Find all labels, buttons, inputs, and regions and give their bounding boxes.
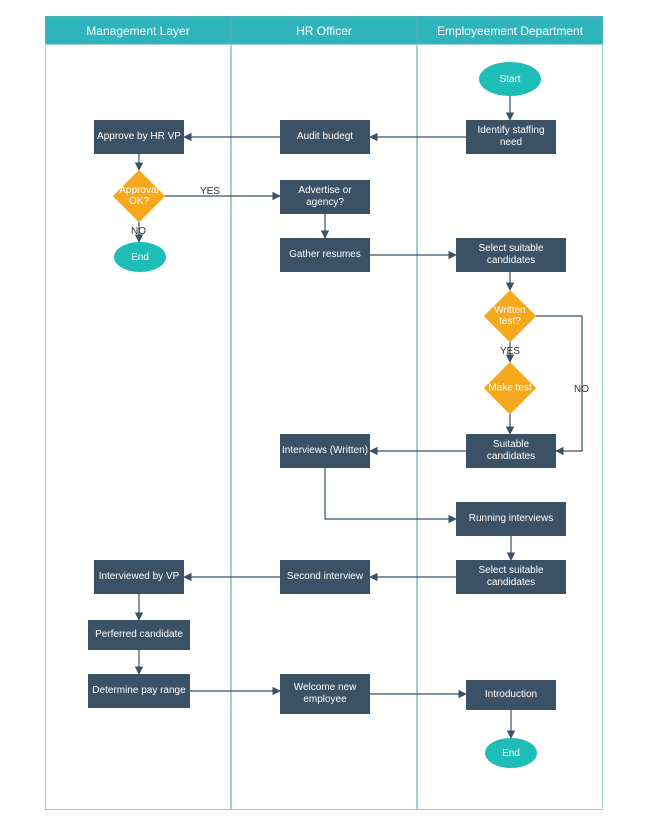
node-introduction: Introduction	[466, 680, 556, 710]
node-label: Select suitable candidates	[458, 243, 564, 267]
node-label: End	[131, 252, 149, 263]
node-determine: Determine pay range	[88, 674, 190, 708]
node-running: Running interviews	[456, 502, 566, 536]
node-preferred: Perferred candidate	[88, 620, 190, 650]
flowchart-canvas: Management LayerHR OfficerEmployeement D…	[0, 0, 650, 822]
node-end2: End	[485, 738, 537, 768]
node-audit: Audit budegt	[280, 120, 370, 154]
edge-label-lbl-yes1: YES	[200, 186, 220, 197]
edge-label-lbl-yes2: YES	[500, 346, 520, 357]
node-label: Gather resumes	[289, 249, 361, 261]
node-label: Second interview	[287, 571, 363, 583]
node-label: Start	[499, 74, 520, 85]
node-make_test: Make test	[484, 362, 536, 414]
node-label: Advertise or agency?	[282, 185, 368, 209]
node-label: Welcome new employee	[282, 682, 368, 706]
node-label: Suitable candidates	[468, 439, 554, 463]
node-label: Written test?	[484, 305, 536, 327]
node-welcome: Welcome new employee	[280, 674, 370, 714]
node-interviewed_vp: Interviewed by VP	[94, 560, 184, 594]
node-start: Start	[479, 62, 541, 96]
node-approve: Approve by HR VP	[94, 120, 184, 154]
node-label: Approve by HR VP	[97, 131, 181, 143]
node-suitable: Suitable candidates	[466, 434, 556, 468]
node-identify: Identify staffing need	[466, 120, 556, 154]
node-select2: Select suitable candidates	[456, 560, 566, 594]
node-label: Interviewed by VP	[99, 571, 180, 583]
edge-label-lbl-no2: NO	[574, 384, 589, 395]
node-written_test: Written test?	[484, 290, 536, 342]
node-approval_ok: Approval OK?	[113, 170, 165, 222]
node-label: Make test	[484, 383, 536, 394]
node-select1: Select suitable candidates	[456, 238, 566, 272]
node-advertise: Advertise or agency?	[280, 180, 370, 214]
node-label: Identify staffing need	[468, 125, 554, 149]
node-label: Approval OK?	[113, 185, 165, 207]
node-interviews_written: Interviews (Written)	[280, 434, 370, 468]
node-label: Determine pay range	[92, 685, 185, 697]
node-label: Running interviews	[469, 513, 554, 525]
edge-label-lbl-no1: NO	[131, 226, 146, 237]
node-second: Second interview	[280, 560, 370, 594]
node-label: Introduction	[485, 689, 537, 701]
node-label: End	[502, 748, 520, 759]
edge-e14	[325, 468, 456, 519]
node-label: Select suitable candidates	[458, 565, 564, 589]
node-gather: Gather resumes	[280, 238, 370, 272]
node-label: Interviews (Written)	[282, 445, 368, 457]
node-label: Perferred candidate	[95, 629, 183, 641]
node-end1: End	[114, 242, 166, 272]
node-label: Audit budegt	[297, 131, 353, 143]
